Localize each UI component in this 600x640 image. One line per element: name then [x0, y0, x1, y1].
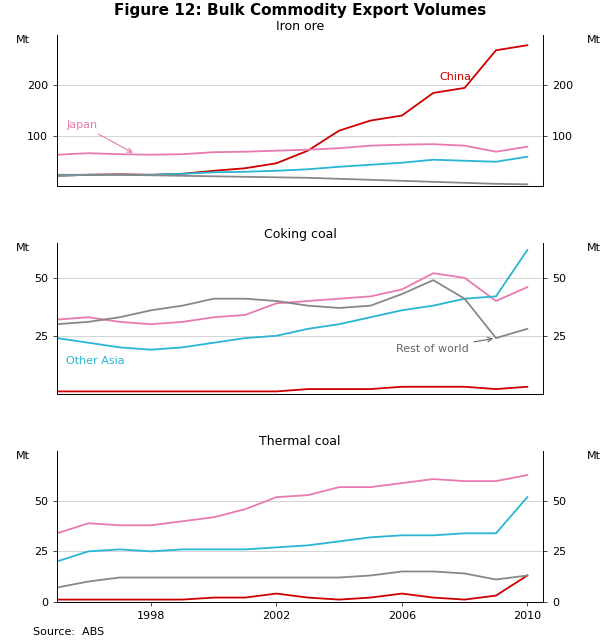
Text: Figure 12: Bulk Commodity Export Volumes: Figure 12: Bulk Commodity Export Volumes: [114, 3, 486, 18]
Title: Thermal coal: Thermal coal: [259, 435, 341, 449]
Text: Mt: Mt: [587, 243, 600, 253]
Text: Mt: Mt: [16, 451, 29, 461]
Title: Coking coal: Coking coal: [263, 228, 337, 241]
Text: Other Asia: Other Asia: [67, 356, 125, 365]
Text: Mt: Mt: [587, 35, 600, 45]
Text: Mt: Mt: [587, 451, 600, 461]
Text: Rest of world: Rest of world: [395, 337, 492, 354]
Text: Japan: Japan: [67, 120, 132, 152]
Text: Source:  ABS: Source: ABS: [33, 627, 104, 637]
Text: China: China: [440, 72, 472, 83]
Text: Mt: Mt: [16, 35, 29, 45]
Title: Iron ore: Iron ore: [276, 20, 324, 33]
Text: Mt: Mt: [16, 243, 29, 253]
